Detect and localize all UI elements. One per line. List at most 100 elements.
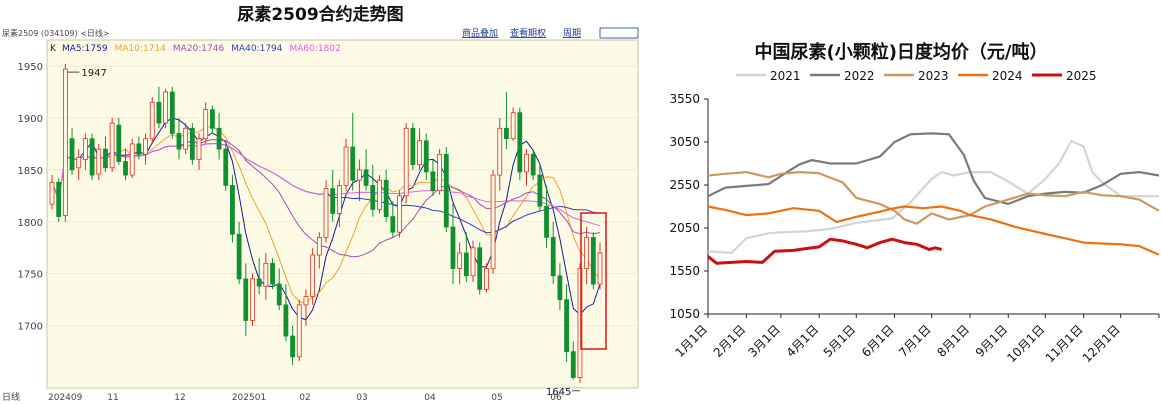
candle-body — [169, 91, 175, 134]
x-tick-label: 04 — [424, 393, 436, 403]
y-tick-label: 1750 — [18, 270, 43, 281]
ma-label-ma20: MA20:1746 — [173, 44, 225, 54]
legend-label-2022: 2022 — [844, 69, 875, 83]
highlight-box — [580, 212, 607, 350]
candle-body — [323, 188, 329, 238]
x-tick-label: 10月1日 — [1004, 322, 1047, 365]
candle-body — [156, 101, 162, 124]
candle-body — [417, 140, 422, 166]
candle-body — [397, 195, 402, 233]
toolbar-toggle-icon — [599, 27, 639, 39]
ma-label-ma5: MA5:1759 — [62, 44, 108, 54]
candle-body — [303, 296, 309, 306]
candle-body — [103, 148, 108, 169]
candle-body — [590, 236, 596, 285]
candle-body — [403, 127, 409, 197]
x-tick-label: 4月1日 — [784, 322, 822, 360]
x-tick-label: 12月1日 — [1080, 322, 1123, 365]
y-tick-label: 3050 — [669, 135, 700, 149]
candle-body — [243, 278, 249, 321]
series-line-2024 — [707, 205, 1160, 256]
y-tick-label: 1550 — [669, 264, 700, 278]
candle-body — [129, 143, 135, 176]
y-tick-label: 2050 — [669, 221, 700, 235]
candle-body — [183, 127, 189, 150]
toolbar-link-2[interactable]: 查看期权 — [510, 27, 546, 39]
ma-label-ma40: MA40:1794 — [231, 44, 283, 54]
candle-body — [116, 124, 122, 162]
price-chart-title: 中国尿素(小颗粒)日度均价（元/吨） — [754, 42, 1048, 63]
toolbar-link-1[interactable]: 商品叠加 — [462, 27, 498, 39]
candle-body — [383, 179, 389, 217]
candle-body — [443, 153, 449, 228]
candle-body — [230, 185, 235, 235]
candle-body — [577, 268, 583, 379]
candle-body — [390, 216, 396, 233]
candle-body — [336, 185, 342, 214]
ma-k-label: K — [50, 44, 57, 54]
candle-body — [96, 148, 102, 175]
x-tick-label: 02 — [299, 393, 310, 403]
candle-body — [163, 91, 169, 124]
candle-body — [537, 174, 543, 207]
candle-body — [483, 268, 489, 290]
candle-body — [564, 299, 569, 353]
candle-body — [203, 109, 209, 140]
candle-body — [89, 138, 95, 176]
candle-body — [477, 247, 483, 290]
candle-body — [216, 127, 222, 150]
candle-body — [250, 278, 255, 321]
candle-body — [524, 153, 529, 173]
y-tick-label: 1050 — [669, 307, 700, 321]
candle-body — [123, 161, 128, 176]
legend-label-2021: 2021 — [770, 69, 801, 83]
series-line-2021 — [707, 140, 1159, 254]
x-tick-label: 05 — [491, 393, 502, 403]
high-annotation: 1947 — [81, 68, 106, 79]
candle-body — [296, 304, 302, 358]
y-tick-label: 1950 — [18, 62, 43, 73]
candle-body — [597, 252, 603, 285]
candle-body — [109, 122, 115, 169]
candle-body — [343, 146, 349, 186]
candle-body — [450, 226, 456, 269]
candle-body — [49, 181, 55, 205]
candle-body — [316, 236, 322, 256]
ma-label-ma10: MA10:1714 — [115, 44, 167, 54]
x-tick-label: 06 — [550, 393, 562, 403]
toolbar-link-3[interactable]: 周期 — [563, 28, 581, 39]
candle-body — [56, 181, 62, 217]
low-annotation: 1645 — [546, 387, 571, 398]
x-tick-label: 03 — [356, 393, 367, 403]
x-tick-label: 7月1日 — [896, 322, 934, 360]
legend-label-2024: 2024 — [992, 69, 1023, 83]
x-tick-label: 2月1日 — [711, 322, 749, 360]
candle-body — [584, 236, 590, 269]
x-tick-label: 11 — [107, 393, 118, 403]
candle-body — [544, 205, 549, 238]
legend-label-2025: 2025 — [1066, 69, 1097, 83]
candle-body — [283, 304, 289, 337]
x-tick-label: 202409 — [48, 393, 83, 403]
candle-body — [209, 109, 215, 129]
candle-body — [69, 138, 75, 171]
candle-body — [490, 174, 496, 269]
ma-label-ma60: MA60:1802 — [290, 44, 341, 54]
series-line-2023 — [707, 171, 1160, 225]
candle-body — [263, 262, 269, 287]
candle-body — [149, 101, 155, 140]
candle-body — [270, 262, 275, 285]
candle-body — [290, 335, 295, 358]
y-tick-label: 1800 — [18, 218, 43, 229]
candle-body — [357, 169, 362, 181]
candle-body — [410, 127, 416, 166]
candle-body — [497, 127, 503, 176]
candle-body — [570, 351, 576, 379]
x-tick-label: 12 — [174, 393, 185, 403]
candle-body — [470, 247, 476, 277]
candle-body — [530, 153, 536, 176]
x-tick-label: 日线 — [2, 391, 20, 403]
candle-body — [550, 236, 556, 277]
candle-body — [276, 283, 282, 306]
candle-body — [256, 278, 262, 287]
